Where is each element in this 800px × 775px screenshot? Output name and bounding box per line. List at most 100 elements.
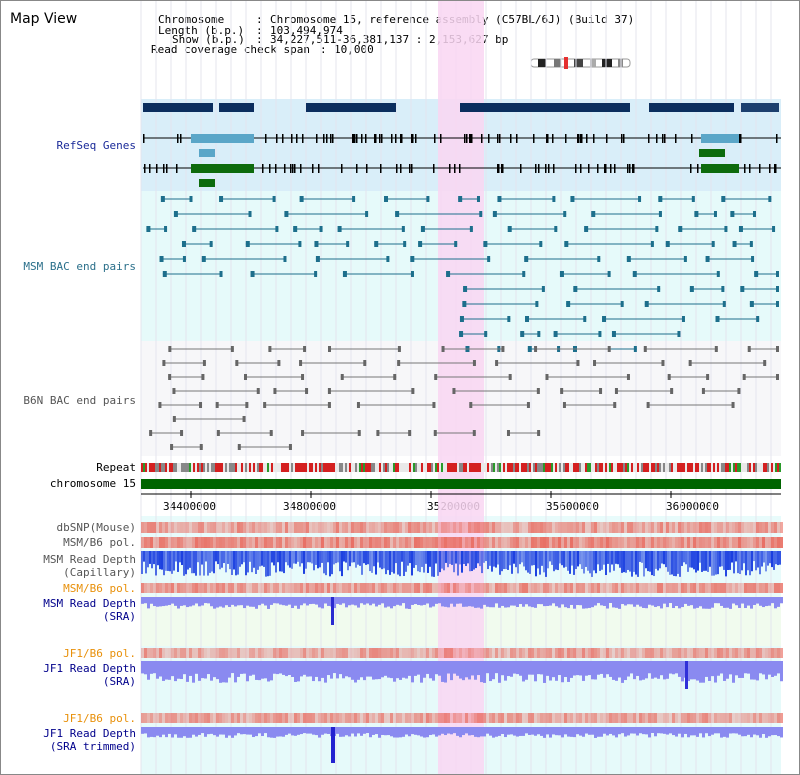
- capillary-depth-bar: [715, 551, 717, 575]
- heat-cell: [246, 583, 249, 593]
- msm-sra-depth-bar: [579, 597, 582, 606]
- heat-cell: [348, 713, 351, 723]
- heat-cell: [384, 713, 387, 723]
- heat-cell: [429, 537, 432, 548]
- jf1-trimmed-depth-bar: [594, 727, 597, 738]
- heat-cell: [249, 522, 252, 533]
- heat-cell: [210, 537, 213, 548]
- jf1-trimmed-depth-bar: [507, 727, 510, 735]
- heat-cell: [366, 648, 369, 658]
- heat-cell: [771, 713, 774, 723]
- msm-sra-depth-bar: [777, 597, 780, 607]
- heat-cell: [663, 648, 666, 658]
- heat-cell: [150, 583, 153, 593]
- heat-cell: [297, 583, 300, 593]
- capillary-depth-bar: [709, 551, 711, 567]
- jf1-trimmed-depth-bar: [483, 727, 486, 737]
- heat-cell: [327, 583, 330, 593]
- jf1-sra-depth-bar: [291, 661, 294, 677]
- capillary-depth-bar: [367, 551, 369, 565]
- heat-cell: [765, 648, 768, 658]
- heat-cell: [315, 522, 318, 533]
- refseq-exon-tick: [292, 164, 294, 173]
- refseq-gene-block: [191, 134, 254, 143]
- repeat-segment: [289, 463, 291, 472]
- msm-sra-depth-bar: [693, 597, 696, 609]
- repeat-segment: [727, 463, 729, 472]
- heat-cell: [744, 522, 747, 533]
- heat-cell: [444, 522, 447, 533]
- msm-sra-depth-bar: [597, 597, 600, 604]
- repeat-segment: [749, 463, 751, 472]
- repeat-segment: [179, 463, 181, 472]
- capillary-depth-bar: [407, 551, 409, 566]
- jf1-sra-depth-bar: [201, 661, 204, 679]
- msm-sra-depth-bar: [636, 597, 639, 605]
- heat-cell: [738, 648, 741, 658]
- capillary-depth-bar: [141, 551, 143, 574]
- jf1-b6-pol-label-1: JF1/B6 pol.: [63, 647, 136, 660]
- heat-cell: [435, 537, 438, 548]
- heat-cell: [462, 713, 465, 723]
- heat-cell: [309, 713, 312, 723]
- heat-cell: [768, 537, 771, 548]
- heat-cell: [237, 537, 240, 548]
- msm-sra-depth-bar: [210, 597, 213, 607]
- repeat-segment: [453, 463, 455, 472]
- heat-cell: [210, 583, 213, 593]
- heat-cell: [501, 537, 504, 548]
- heat-cell: [498, 648, 501, 658]
- msm-sra-depth-bar: [630, 597, 633, 605]
- msm-sra-depth-bar: [696, 597, 699, 608]
- repeat-segment: [455, 463, 457, 472]
- capillary-depth-bar: [419, 551, 421, 573]
- heat-cell: [651, 522, 654, 533]
- heat-cell: [468, 713, 471, 723]
- msm-bac-end: [607, 271, 611, 277]
- heat-cell: [405, 648, 408, 658]
- jf1-trimmed-depth-bar: [765, 727, 768, 738]
- refseq-exon-tick: [156, 164, 158, 173]
- msm-sra-depth-bar: [780, 597, 783, 604]
- heat-cell: [213, 583, 216, 593]
- heat-cell: [540, 713, 543, 723]
- jf1-sra-depth-bar: [747, 661, 750, 674]
- heat-cell: [645, 583, 648, 593]
- heat-cell: [726, 648, 729, 658]
- jf1-sra-depth-bar: [318, 661, 321, 682]
- heat-cell: [555, 522, 558, 533]
- heat-cell: [600, 713, 603, 723]
- heat-cell: [507, 583, 510, 593]
- jf1-trimmed-depth-bar: [216, 727, 219, 737]
- capillary-depth-bar: [397, 551, 399, 575]
- heat-cell: [744, 713, 747, 723]
- chromosome-ideogram-icon[interactable]: [530, 54, 631, 69]
- show-key: Show (b.p.): [172, 33, 245, 46]
- jf1-trimmed-depth-bar: [651, 727, 654, 734]
- msm-bac-end: [740, 286, 745, 292]
- jf1-sra-depth-bar: [450, 661, 453, 681]
- heat-cell: [600, 648, 603, 658]
- capillary-depth-bar: [633, 551, 635, 572]
- jf1-trimmed-depth-bar: [366, 727, 369, 734]
- refseq-gene-block: [701, 164, 739, 173]
- heat-cell: [579, 537, 582, 548]
- heat-cell: [261, 537, 264, 548]
- jf1-trimmed-depth-bar: [162, 727, 165, 735]
- heat-cell: [636, 713, 639, 723]
- heat-cell: [453, 648, 456, 658]
- refseq-exon-tick: [499, 134, 501, 143]
- heat-cell: [576, 713, 579, 723]
- heat-cell: [594, 713, 597, 723]
- jf1-sra-depth-bar: [528, 661, 531, 675]
- heat-cell: [438, 583, 441, 593]
- msm-sra-depth-bar: [222, 597, 225, 608]
- heat-cell: [723, 522, 726, 533]
- b6n-bac-end: [376, 430, 380, 436]
- refseq-exon-tick: [538, 164, 540, 173]
- heat-cell: [351, 713, 354, 723]
- b6n-bac-end: [201, 374, 205, 380]
- heat-cell: [204, 583, 207, 593]
- b6n-bac-end: [643, 346, 647, 352]
